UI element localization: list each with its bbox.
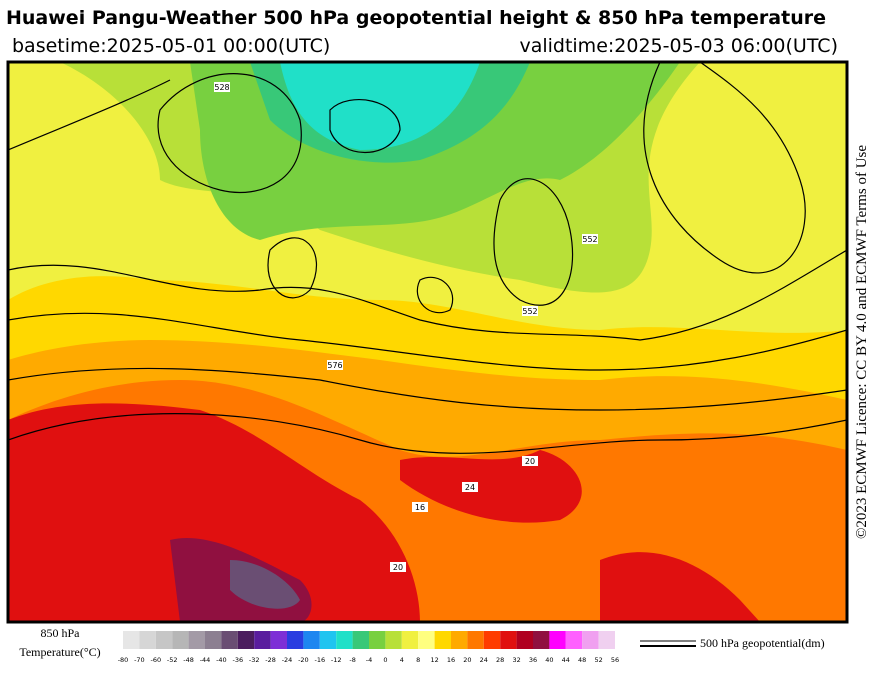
contour-label-bg [214,82,230,92]
colorbar-swatch [369,631,386,649]
colorbar-swatch [221,631,238,649]
colorbar-tick-label: 28 [496,656,504,664]
colorbar-swatch [434,631,451,649]
contour-label: 576 [327,361,342,370]
colorbar-swatch [188,631,205,649]
colorbar-tick-label: 52 [594,656,602,664]
colorbar: -80 -70 -60 -52 -48 -44 -40 -36 -32 -28 -24 -20 -16-… [118,631,619,664]
colorbar-tick-label: 12 [430,656,438,664]
colorbar-swatch [500,631,517,649]
colorbar-tick-label: -16 [314,656,325,664]
contour-label-bg [412,502,428,512]
colorbar-swatch [352,631,369,649]
colorbar-tick-label: 16 [447,656,455,664]
colorbar-tick-label: 4 [400,656,404,664]
contour-label: 552 [582,235,597,244]
colorbar-tick-label: -48 [183,656,194,664]
colorbar-tick-label: 20 [463,656,471,664]
colorbar-swatch [582,631,599,649]
colorbar-swatch [549,631,566,649]
contour-legend: 500 hPa geopotential(dm) [700,636,825,650]
colorbar-tick-label: -12 [331,656,342,664]
contour-label-bg [582,234,598,244]
colorbar-swatch [303,631,320,649]
contour-label-bg [522,306,538,316]
colorbar-swatch [598,631,615,649]
colorbar-tick-label: 36 [529,656,537,664]
colorbar-swatch [467,631,484,649]
colorbar-tick-label: 32 [512,656,520,664]
colorbar-tick-label: 44 [562,656,570,664]
colorbar-swatch [385,631,402,649]
contour-label-bg [390,562,406,572]
contour-label: 20 [525,457,535,466]
colorbar-tick-label: -32 [249,656,260,664]
colorbar-swatch [254,631,271,649]
colorbar-swatch [270,631,287,649]
colorbar-title: Temperature(°C) [19,645,100,659]
colorbar-tick-label: -8 [349,656,355,664]
colorbar-tick-label: -70 [134,656,145,664]
colorbar-swatch [418,631,435,649]
colorbar-swatch [483,631,501,649]
title: Huawei Pangu-Weather 500 hPa geopotentia… [6,7,826,29]
colorbar-swatch [533,631,550,649]
colorbar-tick-label: -60 [150,656,161,664]
colorbar-swatch [336,631,353,649]
colorbar-tick-label: -28 [265,656,276,664]
colorbar-swatch [516,631,533,649]
colorbar-tick-label: -36 [232,656,243,664]
colorbar-swatch [451,631,468,649]
colorbar-tick-label: -4 [366,656,372,664]
colorbar-tick-label: -40 [216,656,227,664]
colorbar-swatch [237,631,255,649]
colorbar-tick-label: -20 [298,656,309,664]
contour-label: 16 [415,503,425,512]
colorbar-tick-label: -24 [282,656,293,664]
colorbar-swatch [172,631,189,649]
colorbar-title: 850 hPa [41,626,81,640]
contour-labels: 528 552 576 552 20 16 24 20 [214,82,598,572]
contour-label-bg [462,482,478,492]
contour-label: 24 [465,483,475,492]
colorbar-swatch [139,631,156,649]
colorbar-swatch [287,631,304,649]
basetime: basetime:2025-05-01 00:00(UTC) [12,35,330,57]
license: ©2023 ECMWF Licence: CC BY 4.0 and ECMWF… [854,145,870,539]
colorbar-tick-label: 24 [480,656,488,664]
colorbar-swatch [205,631,222,649]
colorbar-tick-label: 40 [545,656,553,664]
colorbar-tick-label: -80 [118,656,129,664]
colorbar-tick-label: -52 [167,656,178,664]
contour-label: 552 [522,307,537,316]
contour-label: 528 [214,83,229,92]
colorbar-tick-label: 0 [383,656,387,664]
colorbar-swatch [401,631,419,649]
colorbar-tick-label: -44 [200,656,211,664]
validtime: validtime:2025-05-03 06:00(UTC) [519,35,838,57]
contour-label-bg [522,456,538,466]
contour-label: 20 [393,563,403,572]
colorbar-swatch [123,631,140,649]
colorbar-tick-label: 48 [578,656,586,664]
colorbar-swatch [319,631,337,649]
colorbar-swatch [565,631,583,649]
contour-label-bg [327,360,343,370]
colorbar-tick-label: 56 [611,656,619,664]
map: 528 552 576 552 20 16 24 20 [6,60,849,624]
colorbar-swatch [155,631,173,649]
colorbar-tick-label: 8 [416,656,420,664]
